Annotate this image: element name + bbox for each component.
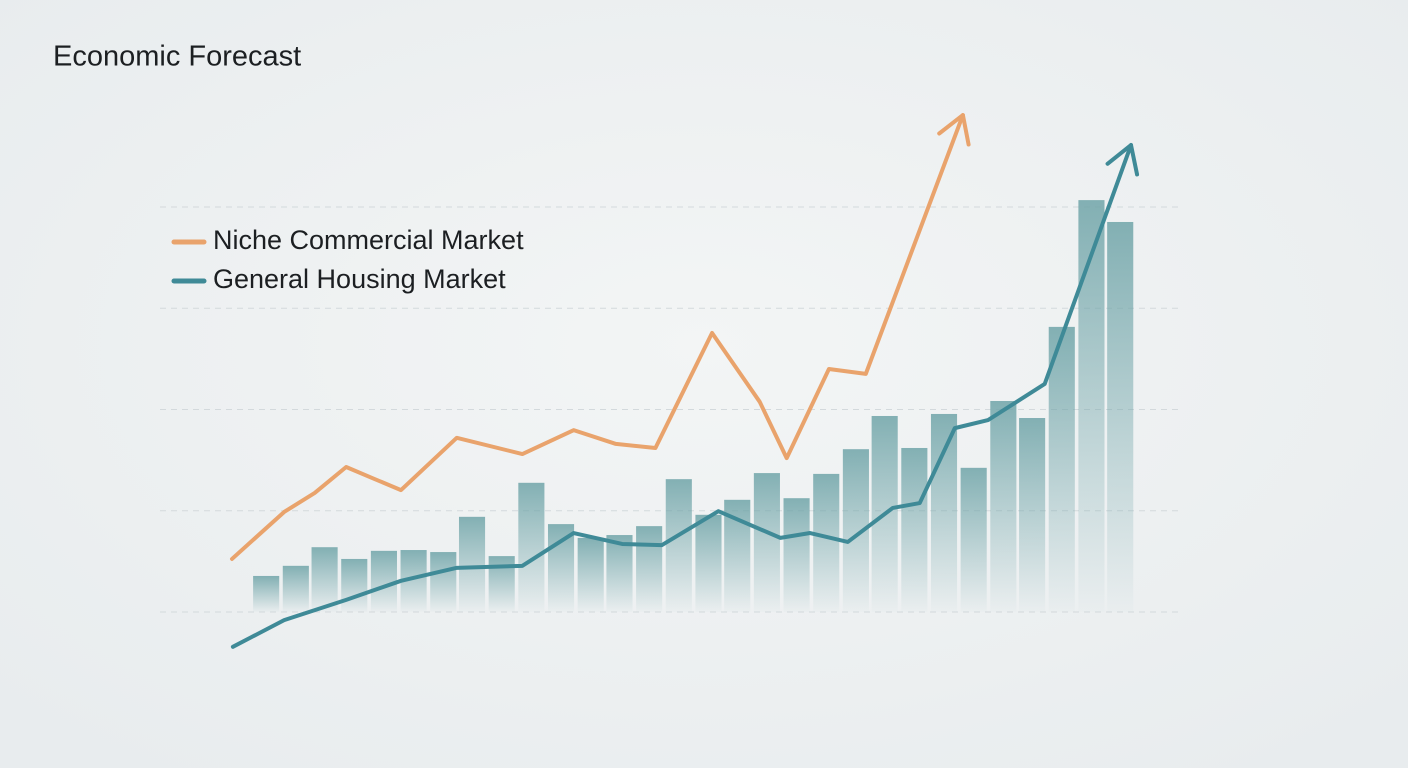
bar (430, 552, 457, 612)
bar (341, 558, 368, 612)
bar (695, 514, 722, 612)
bar (783, 498, 810, 612)
bar (518, 482, 545, 612)
legend-item: Niche Commercial Market (171, 225, 524, 255)
bar (370, 550, 397, 612)
bar (577, 537, 604, 612)
bar (1107, 221, 1134, 613)
bar (990, 400, 1017, 612)
legend-label: Niche Commercial Market (213, 225, 524, 255)
bar (960, 467, 987, 612)
bar (458, 516, 486, 612)
legend-label: General Housing Market (213, 264, 506, 294)
arrow-head (1105, 143, 1140, 177)
bar (311, 547, 338, 612)
bar (813, 473, 840, 612)
bar (1078, 200, 1105, 613)
bar (753, 473, 780, 612)
bar (1019, 418, 1046, 612)
bar (636, 526, 663, 612)
bar (665, 479, 692, 612)
legend-item: General Housing Market (171, 264, 506, 294)
bar (253, 575, 280, 612)
arrow-head (937, 113, 971, 147)
bar (901, 447, 928, 612)
chart-title: Economic Forecast (53, 41, 301, 73)
bar (282, 565, 309, 612)
bar (606, 535, 633, 612)
line (230, 143, 1133, 649)
line (230, 113, 965, 561)
bar (930, 413, 958, 612)
bar (1048, 326, 1075, 612)
